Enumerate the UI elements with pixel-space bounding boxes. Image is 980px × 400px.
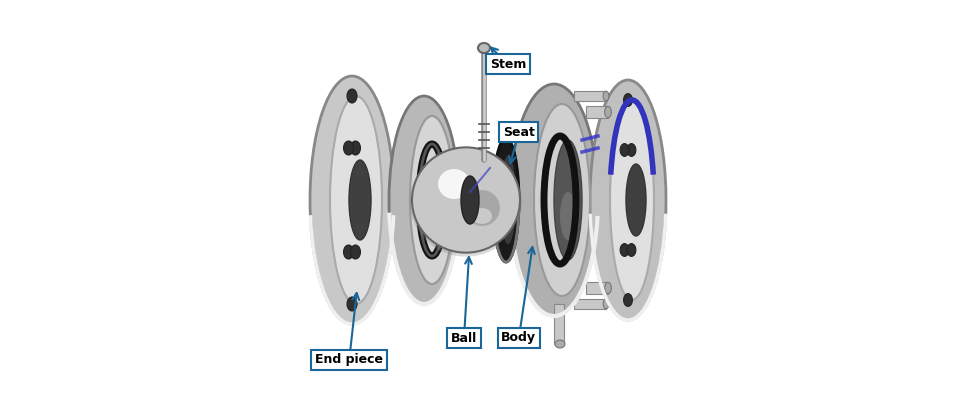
- Ellipse shape: [534, 104, 590, 296]
- Ellipse shape: [605, 106, 612, 118]
- Ellipse shape: [347, 89, 357, 103]
- Ellipse shape: [410, 116, 454, 284]
- Ellipse shape: [310, 76, 394, 324]
- Ellipse shape: [349, 160, 371, 240]
- Bar: [376, 172, 408, 228]
- Ellipse shape: [623, 94, 632, 106]
- Text: End piece: End piece: [316, 354, 383, 366]
- Bar: [590, 176, 620, 224]
- Ellipse shape: [560, 192, 576, 240]
- Bar: [586, 282, 608, 294]
- Ellipse shape: [590, 80, 666, 320]
- Ellipse shape: [347, 297, 357, 311]
- Ellipse shape: [330, 96, 382, 304]
- Ellipse shape: [603, 91, 609, 101]
- Ellipse shape: [351, 245, 361, 259]
- Ellipse shape: [623, 294, 632, 306]
- Ellipse shape: [464, 190, 500, 226]
- Text: Stem: Stem: [490, 58, 526, 70]
- Bar: [574, 91, 606, 101]
- Ellipse shape: [627, 144, 636, 156]
- Ellipse shape: [461, 176, 479, 224]
- Ellipse shape: [627, 244, 636, 256]
- Ellipse shape: [510, 84, 598, 316]
- Ellipse shape: [620, 144, 629, 156]
- Bar: [554, 304, 564, 344]
- Bar: [574, 299, 606, 309]
- Bar: [404, 176, 426, 224]
- Ellipse shape: [554, 140, 582, 260]
- Ellipse shape: [389, 96, 459, 304]
- Bar: [590, 176, 620, 188]
- Ellipse shape: [351, 141, 361, 155]
- Ellipse shape: [493, 138, 519, 262]
- Ellipse shape: [472, 208, 492, 224]
- Ellipse shape: [605, 282, 612, 294]
- Ellipse shape: [610, 100, 654, 300]
- Ellipse shape: [344, 141, 354, 155]
- Ellipse shape: [555, 340, 565, 348]
- Ellipse shape: [603, 299, 609, 309]
- Ellipse shape: [430, 164, 450, 236]
- Ellipse shape: [478, 43, 490, 53]
- Bar: [376, 176, 408, 188]
- Ellipse shape: [412, 147, 520, 253]
- Ellipse shape: [626, 164, 646, 236]
- Text: Ball: Ball: [451, 332, 477, 344]
- Ellipse shape: [620, 244, 629, 256]
- Ellipse shape: [438, 169, 470, 199]
- Text: Body: Body: [502, 332, 536, 344]
- Ellipse shape: [410, 147, 522, 257]
- Ellipse shape: [500, 156, 516, 244]
- Bar: [586, 106, 608, 118]
- Text: Seat: Seat: [503, 126, 535, 138]
- Ellipse shape: [344, 245, 354, 259]
